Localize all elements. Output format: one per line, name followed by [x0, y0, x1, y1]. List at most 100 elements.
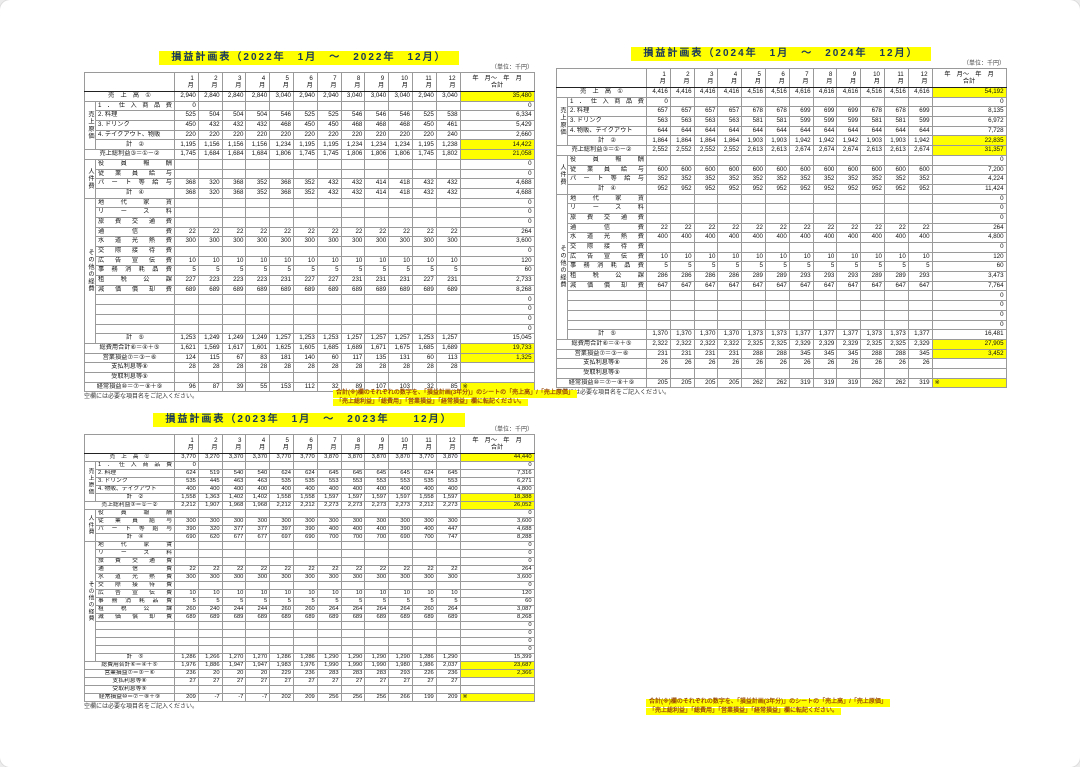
month-value: 647 — [788, 280, 814, 292]
row-label: 地代家賃 — [95, 541, 175, 550]
month-value — [812, 300, 838, 311]
total-value: 264 — [459, 565, 535, 574]
month-value — [860, 319, 885, 331]
month-value: 700 — [364, 533, 390, 542]
month-value: 644 — [836, 125, 862, 137]
month-value — [435, 207, 461, 218]
month-value: 199 — [411, 693, 437, 702]
month-value — [435, 304, 461, 315]
month-value: 10 — [221, 589, 247, 598]
month-value: 400 — [269, 485, 294, 494]
month-value: 689 — [174, 284, 199, 296]
month-value: 689 — [435, 284, 461, 296]
row-label: 営業損益⑦＝③－⑥ — [84, 352, 175, 364]
month-value — [269, 549, 294, 558]
month-value: 689 — [245, 284, 271, 296]
month-value — [435, 629, 461, 638]
month-value: 22 — [197, 565, 223, 574]
month-value — [221, 645, 247, 654]
month-value — [411, 294, 437, 306]
month-value: 2,325 — [860, 338, 885, 350]
month-value: 1,864 — [693, 135, 719, 147]
month-value: 400 — [764, 232, 790, 243]
month-value — [788, 367, 814, 379]
month-value — [292, 685, 318, 694]
month-value: 3,870 — [435, 453, 461, 462]
month-value: 22 — [435, 565, 461, 574]
month-value: 400 — [812, 232, 838, 243]
row-label: 役員報酬 — [95, 509, 175, 518]
month-value: 300 — [388, 517, 413, 526]
month-value — [292, 645, 318, 654]
month-value: 1,195 — [411, 139, 437, 151]
month-value: 1,745 — [292, 149, 318, 160]
month-value — [907, 290, 933, 302]
month-value: 5 — [174, 597, 199, 606]
month-value — [340, 294, 366, 306]
month-value: 3,870 — [388, 453, 413, 462]
group-label: その他の経費 — [556, 193, 568, 340]
month-value: 300 — [221, 517, 247, 526]
month-value — [197, 304, 223, 315]
month-value: 1,625 — [269, 342, 294, 354]
month-value — [812, 154, 838, 166]
month-value: 689 — [364, 613, 390, 622]
total-value: 23,687 — [459, 661, 535, 670]
month-value — [340, 549, 366, 558]
month-header: 11 月 — [411, 72, 437, 92]
month-value: 600 — [836, 164, 862, 176]
month-value — [197, 557, 223, 566]
month-value: 461 — [435, 120, 461, 131]
month-value: 352 — [907, 174, 933, 185]
month-value: 345 — [907, 348, 933, 360]
total-value: 0 — [931, 212, 1007, 224]
month-value: 220 — [292, 129, 318, 141]
month-value — [435, 685, 461, 694]
month-value: 10 — [388, 589, 413, 598]
month-value: 2,322 — [717, 338, 743, 350]
month-value: 1,373 — [741, 329, 766, 340]
month-value: 2,273 — [316, 501, 342, 510]
month-value: 283 — [316, 669, 342, 678]
month-value — [411, 197, 437, 209]
total-value — [459, 362, 535, 373]
row-label — [567, 309, 647, 321]
month-header: 10 月 — [860, 68, 885, 88]
month-value: 300 — [221, 573, 247, 582]
transfer-note-line2: 「売上総利益」「総費用」「営業損益」「経常損益」欄に転記ください。 — [646, 707, 842, 715]
month-value — [693, 309, 719, 321]
group-label: その他の経費 — [84, 197, 96, 344]
row-label: リース料 — [95, 549, 175, 558]
month-value — [174, 197, 199, 209]
month-value: 1,689 — [340, 342, 366, 354]
total-value: 16,481 — [931, 329, 1007, 340]
month-value — [388, 581, 413, 590]
month-value: 2,613 — [883, 145, 909, 156]
row-label: 売上総利益③＝①－② — [84, 501, 175, 510]
month-value: 600 — [669, 164, 695, 176]
month-value: -7 — [197, 693, 223, 702]
month-value: 3,770 — [269, 453, 294, 462]
month-value: 690 — [174, 533, 199, 542]
month-value: 1,990 — [364, 661, 390, 670]
month-value — [245, 637, 271, 646]
month-value: 140 — [292, 352, 318, 364]
month-value: 1,156 — [197, 139, 223, 151]
month-value: 27 — [340, 677, 366, 686]
month-value — [764, 203, 790, 214]
row-label: 4. 物販、テイクアウト — [95, 485, 175, 494]
month-value: 368 — [174, 178, 199, 189]
total-value: 18,388 — [459, 493, 535, 502]
month-value: 535 — [292, 477, 318, 486]
row-label: 事務消耗品費 — [95, 265, 175, 277]
month-value — [292, 246, 318, 257]
row-label: 交際接待費 — [95, 246, 175, 257]
month-value — [788, 290, 814, 302]
month-value — [717, 154, 743, 166]
month-value: 2,552 — [717, 145, 743, 156]
month-value: 624 — [292, 469, 318, 478]
month-value: 22 — [364, 226, 390, 238]
month-value: 26 — [788, 358, 814, 369]
